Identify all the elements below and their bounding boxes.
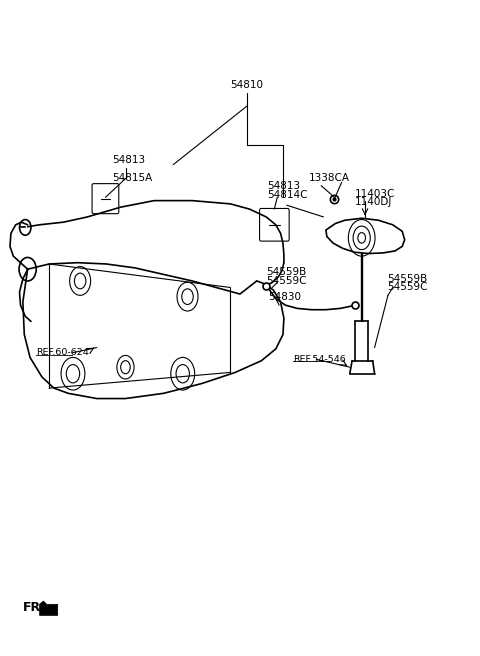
Text: 11403C: 11403C <box>355 189 395 199</box>
Text: FR.: FR. <box>23 601 46 614</box>
Text: REF.60-624: REF.60-624 <box>36 348 88 358</box>
Text: 1140DJ: 1140DJ <box>355 197 392 207</box>
Text: 54810: 54810 <box>231 79 264 90</box>
Text: 54813: 54813 <box>267 181 300 191</box>
Text: 54813: 54813 <box>112 155 145 165</box>
Polygon shape <box>39 601 58 615</box>
Text: 54830: 54830 <box>269 292 301 302</box>
Text: 54815A: 54815A <box>112 173 152 183</box>
Text: 54559B: 54559B <box>387 274 427 283</box>
Text: 54559C: 54559C <box>387 282 428 292</box>
Text: 54814C: 54814C <box>267 190 307 200</box>
Text: 54559B: 54559B <box>266 267 307 277</box>
Text: 1338CA: 1338CA <box>309 173 350 183</box>
Text: REF.54-546: REF.54-546 <box>293 355 346 364</box>
Text: 54559C: 54559C <box>266 276 307 285</box>
